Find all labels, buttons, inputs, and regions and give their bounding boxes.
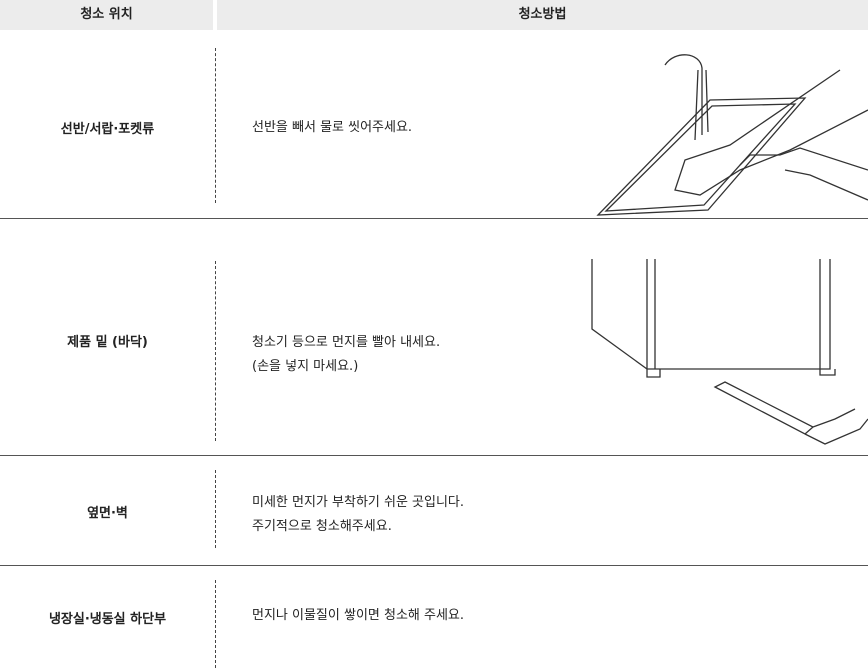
method: 먼지나 이물질이 쌓이면 청소해 주세요. xyxy=(252,604,464,628)
location: 선반/서랍·포켓류 xyxy=(60,122,155,137)
method-line: 미세한 먼지가 부착하기 쉬운 곳입니다. xyxy=(252,495,465,510)
location: 냉장실·냉동실 하단부 xyxy=(48,612,167,627)
location: 제품 밑 (바닥) xyxy=(67,335,148,350)
method-line: 주기적으로 청소해주세요. xyxy=(252,519,392,534)
divider xyxy=(215,48,216,203)
method-line: 선반을 빼서 물로 씻어주세요. xyxy=(252,120,413,135)
location: 옆면·벽 xyxy=(87,506,128,521)
divider xyxy=(215,580,216,668)
method: 선반을 빼서 물로 씻어주세요. xyxy=(252,116,412,140)
row: 옆면·벽 미세한 먼지가 부착하기 쉬운 곳입니다. 주기적으로 청소해주세요. xyxy=(0,456,868,566)
method-line: 먼지나 이물질이 쌓이면 청소해 주세요. xyxy=(252,608,465,623)
header-location: 청소 위치 xyxy=(0,0,213,30)
row: 선반/서랍·포켓류 선반을 빼서 물로 씻어주세요. xyxy=(0,30,868,219)
divider xyxy=(215,261,216,441)
method-line: 청소기 등으로 먼지를 빨아 내세요. xyxy=(252,335,441,350)
row: 냉장실·냉동실 하단부 먼지나 이물질이 쌓이면 청소해 주세요. xyxy=(0,566,868,668)
header-method: 청소방법 xyxy=(217,0,868,30)
row: 제품 밑 (바닥) 청소기 등으로 먼지를 빨아 내세요. (손을 넣지 마세요.… xyxy=(0,219,868,456)
illustration-fridge xyxy=(591,259,868,445)
illustration-tray xyxy=(596,54,868,216)
method-line: (손을 넣지 마세요.) xyxy=(252,359,359,374)
divider xyxy=(215,470,216,548)
method: 청소기 등으로 먼지를 빨아 내세요. (손을 넣지 마세요.) xyxy=(252,331,440,379)
method: 미세한 먼지가 부착하기 쉬운 곳입니다. 주기적으로 청소해주세요. xyxy=(252,491,464,539)
